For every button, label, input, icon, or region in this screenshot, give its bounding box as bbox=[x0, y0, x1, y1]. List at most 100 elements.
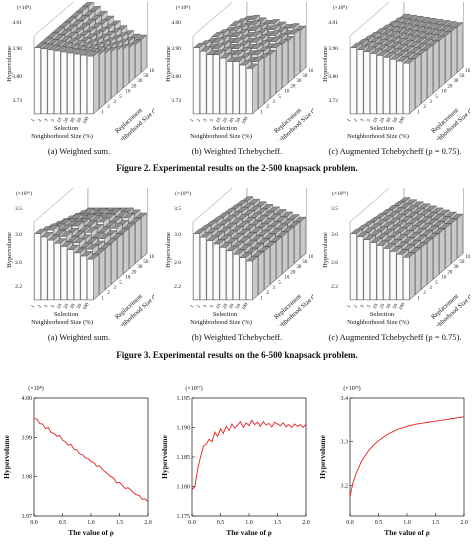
y-tick-label: 3.73 bbox=[12, 98, 22, 104]
bar-3d bbox=[87, 51, 100, 115]
x-tick-label: 1.0 bbox=[87, 520, 95, 526]
x-tick-label: 3 bbox=[203, 304, 209, 309]
x-tick-label: 50 bbox=[235, 117, 242, 124]
z-tick-label: 100 bbox=[149, 255, 154, 260]
z-tick-label: 100 bbox=[465, 255, 470, 260]
y-axis-label: Hypervolume bbox=[322, 232, 329, 268]
x-tick-label: 2.0 bbox=[460, 520, 468, 526]
y-axis-label: Hypervolume bbox=[165, 46, 172, 82]
line-chart: (×10²⁹) 3.2 3.3 3.4 0.0 0.5 1.0 1.5 2.0 The value… bbox=[318, 385, 468, 537]
axis-multiplier: (×10⁸) bbox=[28, 385, 43, 392]
z-tick-label: 30 bbox=[296, 79, 302, 84]
x-tick-label: 20 bbox=[379, 303, 386, 310]
y-axis-label: Hypervolume bbox=[6, 46, 13, 82]
axis-multiplier: (×10²⁹) bbox=[343, 385, 360, 392]
x-tick-label: 1.5 bbox=[274, 520, 282, 526]
y-tick-label: 2.2 bbox=[15, 284, 22, 290]
x-axis-label: The value of ρ bbox=[68, 528, 113, 537]
y-tick-label: 3.5 bbox=[331, 206, 338, 212]
x-axis-label: The value of ρ bbox=[226, 528, 271, 537]
z-tick-label: 10 bbox=[441, 90, 447, 95]
fig2-caption-c: (c) Augmented Tchebycheff (ρ = 0.75). bbox=[328, 146, 462, 156]
y-tick-label: 1.190 bbox=[177, 426, 191, 432]
axis-multiplier: (×10⁸) bbox=[17, 4, 31, 11]
x-tick-label: 2 bbox=[196, 304, 202, 309]
z-tick-label: 5 bbox=[119, 281, 122, 286]
y-tick-label: 4.01 bbox=[328, 20, 338, 26]
z-tick-label: 5 bbox=[278, 95, 281, 100]
x-tick-label: 100 bbox=[398, 302, 406, 311]
z-tick-label: 2 bbox=[107, 291, 110, 296]
x-tick-label: 100 bbox=[398, 116, 406, 125]
plot-frame bbox=[33, 397, 149, 517]
z-tick-label: 10 bbox=[284, 276, 290, 281]
y-axis-label: Hypervolume bbox=[165, 232, 172, 268]
line-chart-panel-1: (×10⁸) 3.97 3.98 3.99 4.00 0.0 0.5 1.0 1.5 2.0 The… bbox=[0, 368, 158, 543]
z-tick-label: 30 bbox=[453, 79, 459, 84]
y-tick-label: 1.195 bbox=[177, 396, 191, 402]
z-tick-label: 10 bbox=[284, 90, 290, 95]
fig3-panel-b: (×10²⁹) 3.5 3.0 2.6 2.2 Hypervolume 1 2 3 5 10 20 30… bbox=[163, 188, 313, 326]
line-chart-panel-3: (×10²⁹) 3.2 3.3 3.4 0.0 0.5 1.0 1.5 2.0 The value… bbox=[316, 368, 474, 543]
y-tick-label: 2.2 bbox=[174, 284, 181, 290]
series-line bbox=[349, 416, 465, 497]
y-tick-label: 1.185 bbox=[177, 455, 191, 461]
x-axis-label: Selection bbox=[213, 311, 238, 318]
z-tick-label: 50 bbox=[143, 74, 149, 79]
x-tick-label: 1 bbox=[190, 304, 196, 309]
x-tick-label: 1.5 bbox=[116, 520, 124, 526]
x-tick-label: 0.5 bbox=[375, 520, 383, 526]
x-tick-label: 10 bbox=[373, 117, 380, 124]
x-tick-label: 1.5 bbox=[432, 520, 440, 526]
z-tick-label: 3 bbox=[272, 100, 275, 105]
z-tick-label: 5 bbox=[119, 95, 122, 100]
z-tick-label: 30 bbox=[137, 265, 143, 270]
x-tick-label: 5 bbox=[367, 118, 373, 123]
y-tick-label: 2.2 bbox=[331, 284, 338, 290]
z-tick-label: 20 bbox=[131, 270, 137, 275]
z-tick-label: 100 bbox=[308, 69, 313, 74]
axis-multiplier: (×10⁸) bbox=[333, 4, 347, 11]
z-tick-label: 50 bbox=[302, 74, 308, 79]
y-tick-label: 3.0 bbox=[331, 232, 338, 238]
z-tick-label: 3 bbox=[272, 286, 275, 291]
z-tick-label: 1 bbox=[260, 296, 263, 301]
x-tick-label: 10 bbox=[57, 117, 64, 124]
z-tick-label: 2 bbox=[107, 105, 110, 110]
z-tick-label: 50 bbox=[302, 260, 308, 265]
axis-multiplier: (×10²⁹) bbox=[175, 190, 191, 197]
x-axis-label: Selection bbox=[54, 125, 79, 132]
x-tick-label: 30 bbox=[70, 117, 77, 124]
y-tick-label: 3.72 bbox=[328, 98, 338, 104]
y-axis-label: Hypervolume bbox=[322, 46, 329, 82]
x-tick-label: 2 bbox=[353, 304, 359, 309]
x-tick-label: 2.0 bbox=[144, 520, 152, 526]
z-tick-label: 20 bbox=[447, 270, 453, 275]
z-tick-label: 30 bbox=[296, 265, 302, 270]
x-tick-label: 0.0 bbox=[30, 520, 38, 526]
z-tick-label: 30 bbox=[453, 265, 459, 270]
y-tick-label: 4.00 bbox=[171, 20, 181, 26]
plot-frame bbox=[191, 397, 307, 517]
x-axis-label-2: Neighborhood Size (%) bbox=[31, 133, 93, 140]
z-tick-label: 20 bbox=[290, 84, 296, 89]
z-tick-label: 2 bbox=[266, 291, 269, 296]
x-tick-label: 50 bbox=[392, 117, 399, 124]
fig3-panel-a: (×10²⁹) 3.5 3.0 2.6 2.2 Hypervolume 1 2 3 5 10 20 30… bbox=[4, 188, 154, 326]
x-tick-label: 3 bbox=[44, 304, 50, 309]
z-tick-label: 20 bbox=[131, 84, 137, 89]
x-tick-label: 1.0 bbox=[245, 520, 253, 526]
y-axis-label: Hypervolume bbox=[160, 434, 169, 478]
x-tick-label: 50 bbox=[76, 303, 83, 310]
z-tick-label: 3 bbox=[429, 286, 432, 291]
x-tick-label: 0.5 bbox=[59, 520, 67, 526]
x-tick-label: 5 bbox=[210, 304, 216, 309]
series-line bbox=[191, 419, 307, 490]
x-tick-label: 5 bbox=[51, 304, 57, 309]
z-tick-label: 2 bbox=[423, 291, 426, 296]
fig2-caption-a: (a) Weighted sum. bbox=[47, 146, 111, 156]
x-axis-label-2: Neighborhood Size (%) bbox=[31, 319, 93, 326]
y-axis-label: Hypervolume bbox=[6, 232, 13, 268]
